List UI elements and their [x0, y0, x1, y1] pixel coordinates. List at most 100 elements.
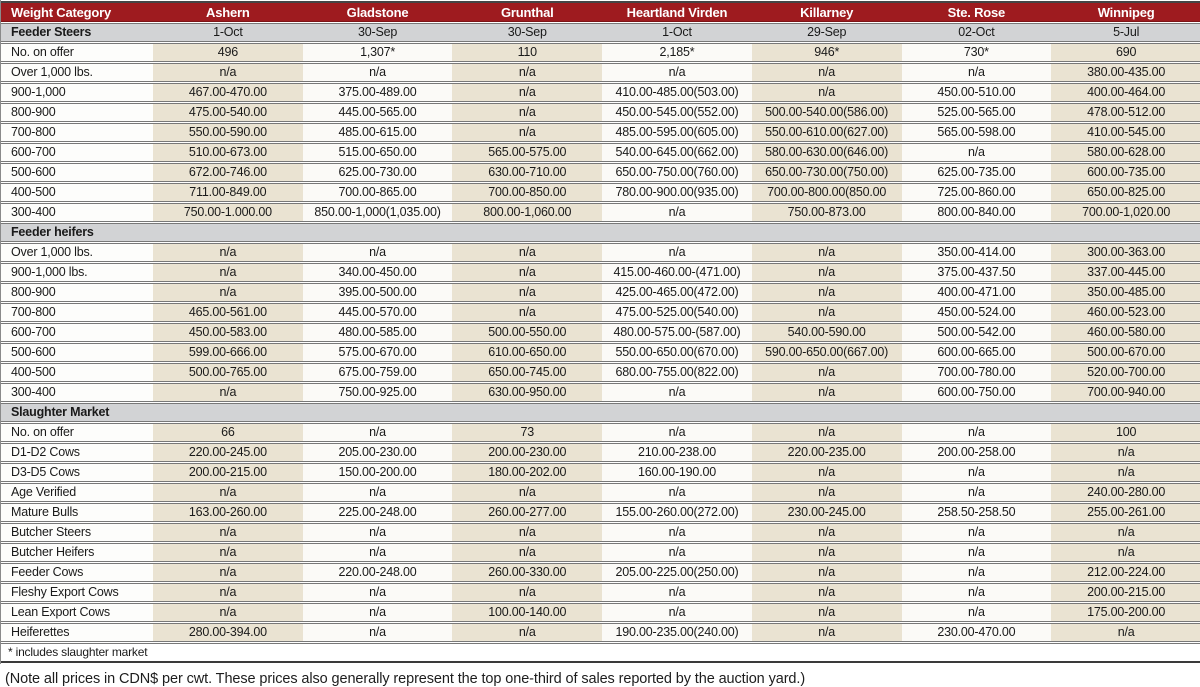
empty-section-cell [602, 403, 752, 422]
price-cell: 200.00-258.00 [901, 443, 1052, 462]
price-cell: n/a [452, 123, 603, 142]
table-body: Feeder Steers 1-Oct 30-Sep 30-Sep 1-Oct 29-Se… [1, 23, 1200, 663]
table-header: Weight Category Ashern Gladstone Grunthal He… [1, 1, 1200, 22]
price-cell: 155.00-260.00(272.00) [602, 503, 752, 522]
price-cell: 375.00-437.50 [901, 263, 1052, 282]
empty-section-cell [452, 403, 603, 422]
empty-section-cell [901, 223, 1052, 242]
price-cell: 163.00-260.00 [153, 503, 303, 522]
table-row: 600-700 450.00-583.00 480.00-585.00 500.00-… [1, 323, 1200, 342]
price-cell: n/a [302, 423, 453, 442]
row-label: Heiferettes [1, 623, 153, 642]
price-cell: n/a [452, 263, 603, 282]
price-cell: n/a [751, 83, 902, 102]
price-cell: 465.00-561.00 [153, 303, 303, 322]
table-row: 400-500 711.00-849.00 700.00-865.00 700.00-… [1, 183, 1200, 202]
section-title: Slaughter Market [1, 403, 153, 422]
column-header-heartland-virden: Heartland Virden [602, 1, 752, 22]
table-row: Lean Export Cows n/a n/a 100.00-140.00 n/a n/… [1, 603, 1200, 622]
price-cell: 485.00-615.00 [302, 123, 453, 142]
price-cell: 485.00-595.00(605.00) [602, 123, 752, 142]
price-cell: n/a [751, 423, 902, 442]
sale-date-cell: 02-Oct [901, 23, 1052, 42]
price-cell: 210.00-238.00 [602, 443, 752, 462]
price-cell: n/a [452, 623, 603, 642]
price-cell: 515.00-650.00 [302, 143, 453, 162]
price-cell: n/a [602, 63, 752, 82]
table-row: No. on offer 66 n/a 73 n/a n/a n/a 100 [1, 423, 1200, 442]
empty-section-cell [302, 223, 453, 242]
price-cell: 540.00-590.00 [751, 323, 902, 342]
price-cell: 800.00-1,060.00 [452, 203, 603, 222]
price-cell: 410.00-545.00 [1051, 123, 1200, 142]
price-cell: n/a [602, 583, 752, 602]
price-cell: 337.00-445.00 [1051, 263, 1200, 282]
price-cell: n/a [602, 483, 752, 502]
table-row: D3-D5 Cows 200.00-215.00 150.00-200.00 180.… [1, 463, 1200, 482]
price-cell: 650.00-730.00(750.00) [751, 163, 902, 182]
price-cell: n/a [153, 543, 303, 562]
price-cell: 220.00-248.00 [302, 563, 453, 582]
price-cell: 410.00-485.00(503.00) [602, 83, 752, 102]
price-cell: 625.00-730.00 [302, 163, 453, 182]
table-row: 800-900 n/a 395.00-500.00 n/a 425.00-465.00(… [1, 283, 1200, 302]
price-cell: 500.00-542.00 [901, 323, 1052, 342]
price-cell: n/a [602, 543, 752, 562]
price-cell: 200.00-215.00 [153, 463, 303, 482]
price-cell: 100 [1051, 423, 1200, 442]
sale-date-cell: 1-Oct [602, 23, 752, 42]
table-row: 600-700 510.00-673.00 515.00-650.00 565.00-… [1, 143, 1200, 162]
row-label: Lean Export Cows [1, 603, 153, 622]
price-cell: 700.00-865.00 [302, 183, 453, 202]
price-cell: 600.00-665.00 [901, 343, 1052, 362]
price-cell: 300.00-363.00 [1051, 243, 1200, 262]
empty-section-cell [1051, 223, 1200, 242]
row-label: 600-700 [1, 323, 153, 342]
price-cell: 220.00-235.00 [751, 443, 902, 462]
row-label: 300-400 [1, 203, 153, 222]
price-cell: n/a [302, 603, 453, 622]
price-cell: n/a [901, 543, 1052, 562]
row-label: No. on offer [1, 423, 153, 442]
price-cell: 711.00-849.00 [153, 183, 303, 202]
price-cell: 478.00-512.00 [1051, 103, 1200, 122]
table-row: Over 1,000 lbs. n/a n/a n/a n/a n/a n/a 380.00-… [1, 63, 1200, 82]
price-cell: n/a [153, 63, 303, 82]
section-title: Feeder Steers [1, 23, 153, 42]
price-cell: 700.00-850.00 [452, 183, 603, 202]
price-cell: n/a [901, 483, 1052, 502]
price-cell: 200.00-215.00 [1051, 583, 1200, 602]
price-cell: n/a [153, 583, 303, 602]
section-title: Feeder heifers [1, 223, 153, 242]
section-row-slaughter-market: Slaughter Market [1, 403, 1200, 422]
price-cell: n/a [302, 63, 453, 82]
price-cell: n/a [901, 63, 1052, 82]
table-row: 400-500 500.00-765.00 675.00-759.00 650.00-… [1, 363, 1200, 382]
price-cell: n/a [901, 143, 1052, 162]
row-label: Over 1,000 lbs. [1, 63, 153, 82]
price-cell: n/a [153, 603, 303, 622]
price-cell: 680.00-755.00(822.00) [602, 363, 752, 382]
price-cell: 700.00-940.00 [1051, 383, 1200, 402]
row-label: 400-500 [1, 363, 153, 382]
price-cell: n/a [901, 603, 1052, 622]
table-row: Over 1,000 lbs. n/a n/a n/a n/a n/a 350.00-414… [1, 243, 1200, 262]
row-label: No. on offer [1, 43, 153, 62]
price-cell: n/a [153, 263, 303, 282]
price-cell: 630.00-710.00 [452, 163, 603, 182]
price-cell: 520.00-700.00 [1051, 363, 1200, 382]
column-header-grunthal: Grunthal [452, 1, 603, 22]
price-cell: 496 [153, 43, 303, 62]
table-row: 700-800 550.00-590.00 485.00-615.00 n/a 485.… [1, 123, 1200, 142]
price-cell: n/a [751, 263, 902, 282]
table-row: Butcher Steers n/a n/a n/a n/a n/a n/a n/a [1, 523, 1200, 542]
price-cell: n/a [153, 283, 303, 302]
price-disclaimer-note: (Note all prices in CDN$ per cwt. These … [5, 671, 806, 687]
price-cell: n/a [751, 383, 902, 402]
price-cell: n/a [751, 523, 902, 542]
price-cell: n/a [751, 583, 902, 602]
sale-date-cell: 30-Sep [452, 23, 603, 42]
price-cell: 450.00-524.00 [901, 303, 1052, 322]
row-label: D1-D2 Cows [1, 443, 153, 462]
price-cell: n/a [452, 83, 603, 102]
